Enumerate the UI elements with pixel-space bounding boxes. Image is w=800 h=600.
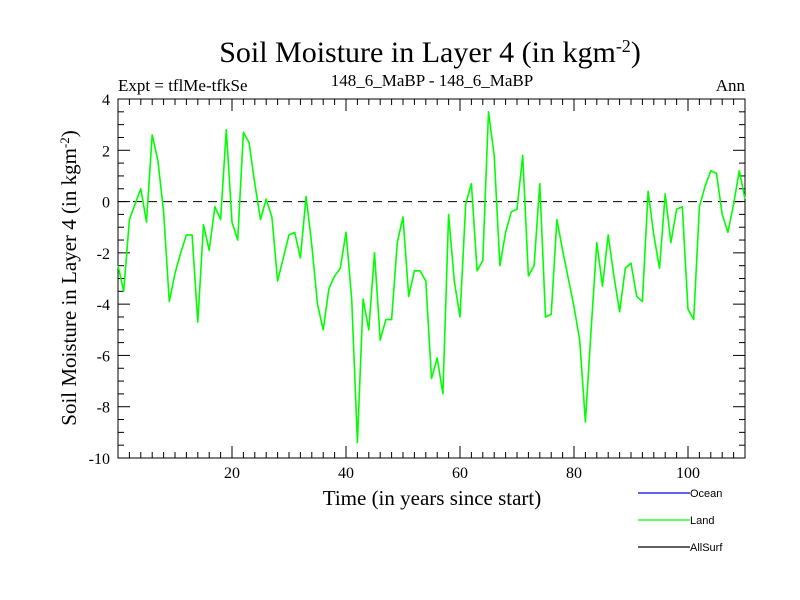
chart-title-close: ) bbox=[631, 36, 641, 69]
y-tick-label: -8 bbox=[97, 400, 110, 417]
y-axis-label-text: Soil Moisture in Layer 4 (in kgm bbox=[57, 148, 81, 426]
x-tick-label: 80 bbox=[566, 465, 582, 482]
legend-label-ocean: Ocean bbox=[690, 488, 722, 500]
y-tick-label: 2 bbox=[102, 143, 110, 160]
y-axis-label-close: ) bbox=[57, 130, 81, 137]
y-tick-label: -10 bbox=[89, 451, 110, 468]
plot-frame bbox=[117, 98, 746, 459]
y-tick-label: -2 bbox=[97, 246, 110, 263]
y-tick-label: -4 bbox=[97, 297, 110, 314]
axis-ticks bbox=[118, 99, 745, 458]
legend: Ocean Land AllSurf bbox=[638, 488, 723, 554]
y-tick-label: -6 bbox=[97, 348, 110, 365]
x-axis-label: Time (in years since start) bbox=[323, 486, 542, 510]
x-tick-label: 60 bbox=[452, 465, 468, 482]
x-tick-label: 40 bbox=[338, 465, 354, 482]
y-tick-label: 4 bbox=[102, 92, 110, 109]
run-label: 148_6_MaBP - 148_6_MaBP bbox=[331, 71, 533, 90]
period-label: Ann bbox=[716, 76, 746, 95]
legend-label-land: Land bbox=[690, 515, 714, 527]
expt-label: Expt = tflMe-tfkSe bbox=[118, 76, 248, 95]
chart-title: Soil Moisture in Layer 4 (in kgm-2) bbox=[219, 36, 641, 69]
y-axis-label-exponent: -2 bbox=[57, 137, 72, 148]
chart-title-exponent: -2 bbox=[616, 36, 631, 56]
x-tick-label: 100 bbox=[676, 465, 700, 482]
chart-title-text: Soil Moisture in Layer 4 (in kgm bbox=[219, 36, 616, 69]
series-line-land bbox=[117, 111, 746, 444]
y-tick-label: 0 bbox=[102, 195, 110, 212]
x-tick-label: 20 bbox=[224, 465, 240, 482]
legend-label-allsurf: AllSurf bbox=[690, 542, 723, 554]
y-axis-label: Soil Moisture in Layer 4 (in kgm-2) bbox=[57, 130, 82, 425]
